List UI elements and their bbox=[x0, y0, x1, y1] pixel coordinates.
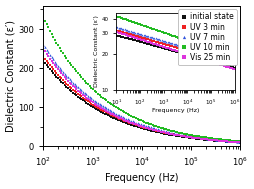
initial state bbox=[239, 141, 242, 144]
initial state bbox=[95, 108, 98, 110]
UV 10 min bbox=[197, 135, 200, 138]
Line: Vis 25 min: Vis 25 min bbox=[42, 47, 242, 144]
Vis 25 min bbox=[197, 137, 200, 140]
initial state bbox=[83, 100, 86, 103]
Line: initial state: initial state bbox=[42, 59, 242, 144]
Y-axis label: Dielectric Constant (ε′): Dielectric Constant (ε′) bbox=[6, 20, 15, 132]
Vis 25 min bbox=[42, 47, 45, 50]
Vis 25 min bbox=[151, 129, 154, 131]
UV 10 min bbox=[178, 131, 181, 134]
UV 7 min bbox=[178, 133, 181, 135]
UV 3 min bbox=[83, 98, 86, 100]
UV 10 min bbox=[95, 91, 98, 94]
initial state bbox=[42, 59, 45, 61]
X-axis label: Frequency (Hz): Frequency (Hz) bbox=[105, 174, 179, 184]
initial state bbox=[197, 138, 200, 140]
UV 3 min bbox=[239, 141, 242, 143]
UV 3 min bbox=[151, 129, 154, 131]
UV 7 min bbox=[239, 141, 242, 143]
UV 7 min bbox=[232, 140, 235, 142]
UV 3 min bbox=[197, 137, 200, 139]
Line: UV 10 min: UV 10 min bbox=[42, 16, 242, 143]
UV 3 min bbox=[42, 55, 45, 58]
initial state bbox=[151, 130, 154, 132]
initial state bbox=[178, 135, 181, 137]
UV 3 min bbox=[232, 141, 235, 143]
UV 10 min bbox=[232, 140, 235, 142]
Line: UV 7 min: UV 7 min bbox=[42, 43, 242, 143]
Line: UV 3 min: UV 3 min bbox=[42, 55, 242, 143]
UV 10 min bbox=[42, 16, 45, 19]
UV 7 min bbox=[95, 101, 98, 103]
Legend: initial state, UV 3 min, UV 7 min, UV 10 min, Vis 25 min: initial state, UV 3 min, UV 7 min, UV 10… bbox=[178, 9, 236, 65]
UV 7 min bbox=[197, 136, 200, 139]
initial state bbox=[232, 141, 235, 143]
UV 3 min bbox=[95, 106, 98, 108]
Vis 25 min bbox=[239, 141, 242, 143]
Vis 25 min bbox=[83, 95, 86, 97]
Vis 25 min bbox=[95, 104, 98, 106]
Vis 25 min bbox=[232, 141, 235, 143]
UV 10 min bbox=[83, 80, 86, 82]
UV 7 min bbox=[83, 92, 86, 94]
UV 3 min bbox=[178, 134, 181, 136]
Vis 25 min bbox=[178, 134, 181, 137]
UV 10 min bbox=[239, 140, 242, 143]
UV 7 min bbox=[42, 43, 45, 46]
UV 7 min bbox=[151, 127, 154, 129]
UV 10 min bbox=[151, 124, 154, 126]
